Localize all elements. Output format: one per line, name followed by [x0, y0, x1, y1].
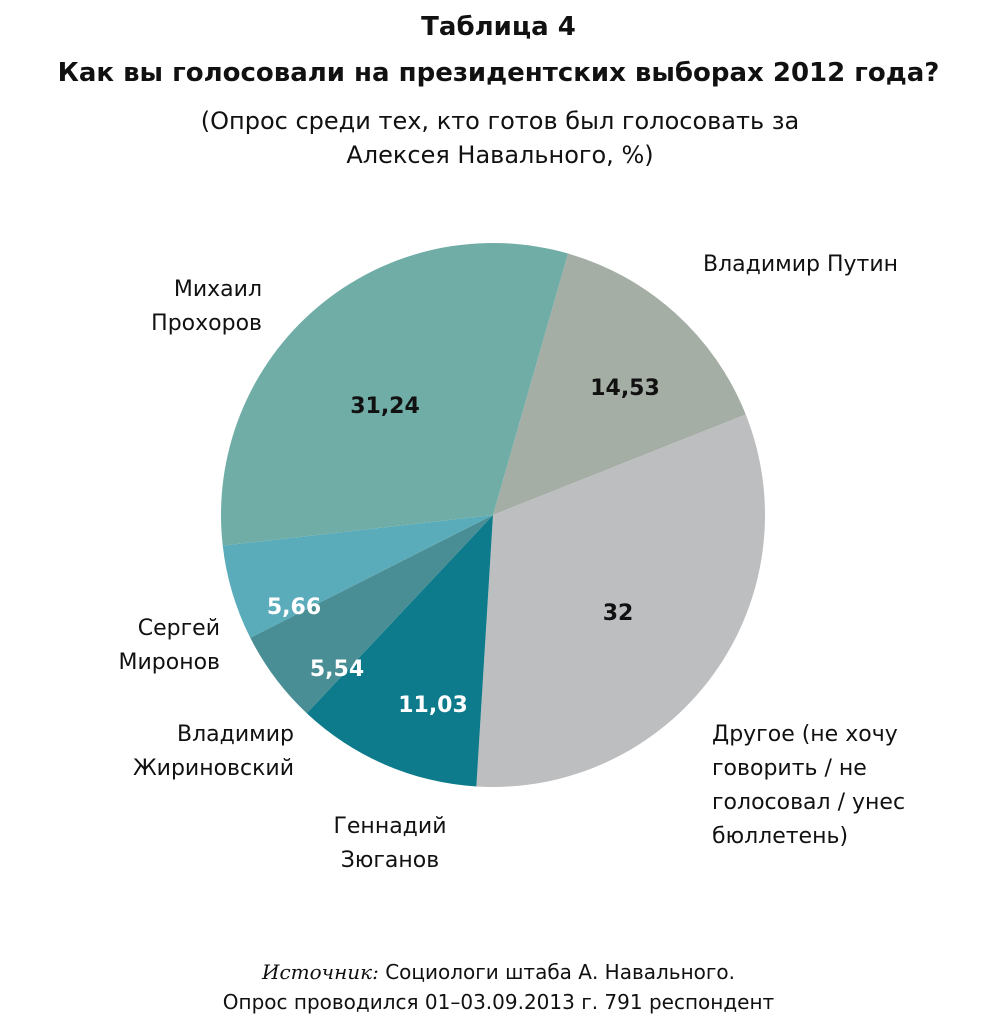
- slice-name: Другое (не хочу говорить / не голосовал …: [712, 722, 906, 849]
- chart-note: (Опрос среди тех, кто готов был голосова…: [200, 107, 800, 169]
- slice-name: Владимир Жириновский: [132, 722, 294, 781]
- value-label: 5,66: [267, 595, 321, 620]
- value-label: 14,53: [590, 376, 660, 401]
- slice-name: Михаил Прохоров: [151, 277, 262, 336]
- pie-slice: [222, 515, 493, 638]
- source-detail: Опрос проводился 01–03.09.2013 г. 791 ре…: [222, 990, 775, 1014]
- value-label: 32: [603, 601, 634, 626]
- value-label: 5,54: [310, 657, 364, 682]
- pie-slice: [493, 253, 746, 516]
- source: Источник: Социологи штаба А. Навального.: [0, 960, 997, 984]
- source-text: Социологи штаба А. Навального.: [385, 960, 735, 984]
- slice-name: Владимир Путин: [703, 252, 899, 277]
- pie-slice: [250, 515, 493, 714]
- chart-subtitle: Как вы голосовали на президентских выбор…: [57, 58, 940, 88]
- pie-slice: [476, 414, 766, 787]
- source-label: Источник:: [262, 960, 379, 984]
- slice-name: Геннадий Зюганов: [333, 814, 447, 873]
- value-label: 11,03: [398, 693, 468, 718]
- chart-title: Таблица 4: [421, 12, 576, 42]
- pie-slice: [306, 515, 493, 787]
- value-label: 31,24: [350, 394, 420, 419]
- slice-name: Сергей Миронов: [118, 616, 220, 675]
- pie-slice: [221, 242, 568, 546]
